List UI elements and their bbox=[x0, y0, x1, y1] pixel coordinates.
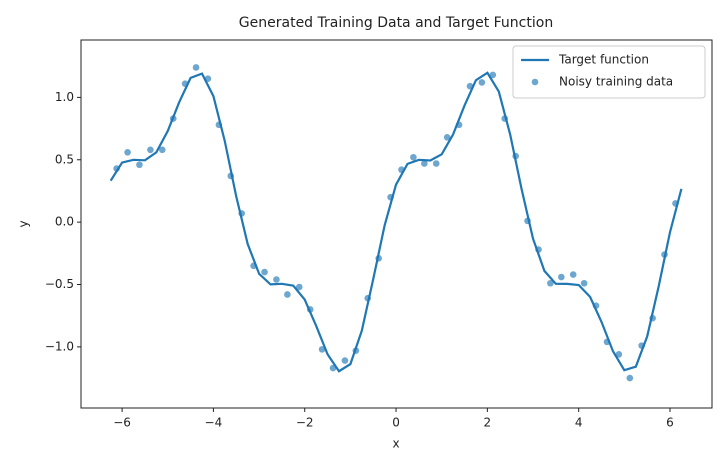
target-line bbox=[109, 71, 683, 373]
data-point bbox=[569, 271, 577, 278]
x-tick-label: −2 bbox=[296, 416, 314, 430]
data-point bbox=[273, 276, 280, 283]
x-tick-label: −4 bbox=[205, 416, 223, 430]
data-point bbox=[284, 291, 291, 298]
data-point bbox=[158, 146, 166, 154]
legend-swatch bbox=[531, 78, 539, 86]
data-point bbox=[672, 200, 679, 207]
data-point bbox=[638, 342, 645, 349]
data-point bbox=[626, 374, 634, 382]
x-axis-label: x bbox=[392, 437, 399, 451]
data-point bbox=[295, 283, 303, 291]
y-tick-label: −0.5 bbox=[45, 277, 74, 291]
x-tick-label: 4 bbox=[575, 416, 583, 430]
y-axis-label: y bbox=[17, 220, 31, 227]
data-point bbox=[455, 121, 463, 129]
x-tick-label: 0 bbox=[392, 416, 400, 430]
chart-title: Generated Training Data and Target Funct… bbox=[239, 15, 553, 31]
data-point bbox=[250, 262, 257, 270]
y-tick-label: −1.0 bbox=[45, 339, 74, 353]
y-tick-label: 1.0 bbox=[55, 90, 74, 104]
data-point bbox=[558, 273, 565, 281]
y-tick-label: 0.5 bbox=[55, 152, 74, 166]
data-point bbox=[615, 351, 623, 358]
data-point bbox=[501, 115, 509, 122]
data-point bbox=[512, 152, 519, 160]
data-point bbox=[580, 279, 588, 287]
data-point bbox=[261, 268, 268, 276]
data-point bbox=[341, 357, 349, 364]
x-tick-label: −6 bbox=[113, 416, 131, 430]
data-point bbox=[421, 160, 428, 167]
data-point bbox=[387, 193, 394, 201]
data-point bbox=[227, 172, 235, 180]
data-point bbox=[181, 80, 189, 87]
legend-label: Target function bbox=[558, 53, 649, 67]
data-point bbox=[649, 314, 656, 322]
data-point bbox=[329, 364, 337, 372]
data-point bbox=[352, 347, 360, 354]
data-point bbox=[466, 82, 474, 90]
data-point bbox=[215, 121, 223, 129]
data-point bbox=[169, 115, 177, 122]
data-point bbox=[398, 166, 405, 174]
data-point bbox=[113, 165, 120, 172]
data-point bbox=[204, 75, 212, 82]
data-point bbox=[547, 279, 554, 287]
data-point bbox=[136, 161, 143, 169]
data-point bbox=[489, 71, 497, 79]
data-point bbox=[410, 153, 417, 161]
x-tick-label: 6 bbox=[666, 416, 674, 430]
data-point bbox=[192, 64, 200, 71]
data-point bbox=[364, 294, 372, 302]
legend-label: Noisy training data bbox=[559, 75, 673, 89]
data-point bbox=[603, 338, 611, 346]
legend-box bbox=[512, 45, 706, 99]
data-point bbox=[478, 79, 486, 86]
data-point bbox=[592, 302, 600, 310]
x-tick-label: 2 bbox=[484, 416, 492, 430]
data-point bbox=[318, 346, 326, 353]
plot-frame bbox=[80, 39, 713, 409]
data-point bbox=[306, 306, 314, 313]
y-tick-label: 0.0 bbox=[55, 215, 74, 229]
data-point bbox=[124, 148, 131, 156]
data-point bbox=[432, 160, 440, 167]
data-point bbox=[661, 251, 668, 258]
data-point bbox=[147, 146, 154, 154]
data-point bbox=[443, 134, 451, 141]
data-point bbox=[524, 217, 531, 225]
data-point bbox=[238, 210, 246, 217]
data-point bbox=[375, 255, 382, 262]
data-point bbox=[535, 246, 542, 253]
